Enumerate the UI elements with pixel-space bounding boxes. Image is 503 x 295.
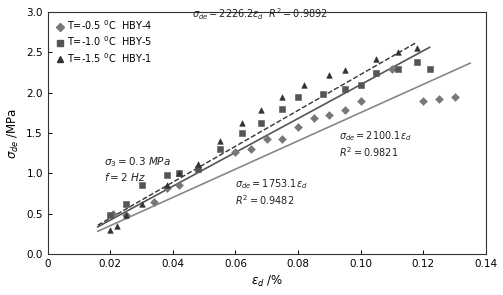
Point bbox=[372, 56, 380, 61]
X-axis label: $\varepsilon_d$ /%: $\varepsilon_d$ /% bbox=[250, 274, 283, 289]
Point bbox=[216, 139, 224, 143]
Text: $\sigma_{de} = 2226.2\varepsilon_d$  $R^2 = 0.9892$: $\sigma_{de} = 2226.2\varepsilon_d$ $R^2… bbox=[192, 6, 327, 22]
Point bbox=[294, 94, 302, 99]
Point bbox=[162, 173, 171, 177]
Point bbox=[394, 50, 402, 55]
Point bbox=[247, 147, 255, 152]
Point bbox=[341, 86, 349, 91]
Point bbox=[175, 171, 183, 176]
Point bbox=[279, 106, 287, 111]
Point bbox=[122, 201, 130, 206]
Y-axis label: $\sigma_{de}$ /MPa: $\sigma_{de}$ /MPa bbox=[6, 107, 21, 159]
Point bbox=[122, 213, 130, 218]
Point bbox=[175, 183, 183, 188]
Point bbox=[300, 82, 308, 87]
Point bbox=[106, 213, 114, 218]
Point bbox=[357, 99, 365, 103]
Point bbox=[394, 66, 402, 71]
Point bbox=[122, 213, 130, 218]
Point bbox=[238, 121, 246, 126]
Point bbox=[162, 186, 171, 190]
Point bbox=[435, 97, 443, 101]
Point bbox=[216, 147, 224, 152]
Point bbox=[238, 131, 246, 135]
Point bbox=[325, 73, 333, 77]
Point bbox=[231, 149, 239, 154]
Point bbox=[257, 121, 265, 126]
Point bbox=[194, 167, 202, 172]
Point bbox=[310, 116, 318, 121]
Text: $\sigma_3 = 0.3$ MPa
$f = 2$ Hz: $\sigma_3 = 0.3$ MPa $f = 2$ Hz bbox=[104, 155, 171, 183]
Point bbox=[372, 70, 380, 75]
Point bbox=[413, 60, 421, 64]
Point bbox=[175, 171, 183, 176]
Text: $\sigma_{de} = 1753.1\varepsilon_d$
$R^2 = 0.9482$: $\sigma_{de} = 1753.1\varepsilon_d$ $R^2… bbox=[235, 177, 308, 207]
Point bbox=[319, 92, 327, 97]
Point bbox=[451, 94, 459, 99]
Point bbox=[113, 223, 121, 228]
Point bbox=[194, 161, 202, 166]
Legend: T=-0.5 $^0$C  HBY-4, T=-1.0 $^0$C  HBY-5, T=-1.5 $^0$C  HBY-1: T=-0.5 $^0$C HBY-4, T=-1.0 $^0$C HBY-5, … bbox=[54, 17, 154, 67]
Point bbox=[294, 124, 302, 129]
Point bbox=[279, 94, 287, 99]
Point bbox=[150, 199, 158, 204]
Point bbox=[388, 66, 396, 71]
Point bbox=[137, 201, 145, 206]
Point bbox=[420, 99, 428, 103]
Point bbox=[137, 183, 145, 188]
Text: $\sigma_{de} = 2100.1\varepsilon_d$
$R^2 = 0.9821$: $\sigma_{de} = 2100.1\varepsilon_d$ $R^2… bbox=[339, 129, 411, 159]
Point bbox=[341, 68, 349, 73]
Point bbox=[341, 108, 349, 113]
Point bbox=[279, 137, 287, 142]
Point bbox=[109, 211, 117, 216]
Point bbox=[357, 82, 365, 87]
Point bbox=[257, 108, 265, 113]
Point bbox=[162, 183, 171, 188]
Point bbox=[413, 46, 421, 51]
Point bbox=[325, 113, 333, 118]
Point bbox=[426, 66, 434, 71]
Point bbox=[263, 137, 271, 142]
Point bbox=[106, 227, 114, 232]
